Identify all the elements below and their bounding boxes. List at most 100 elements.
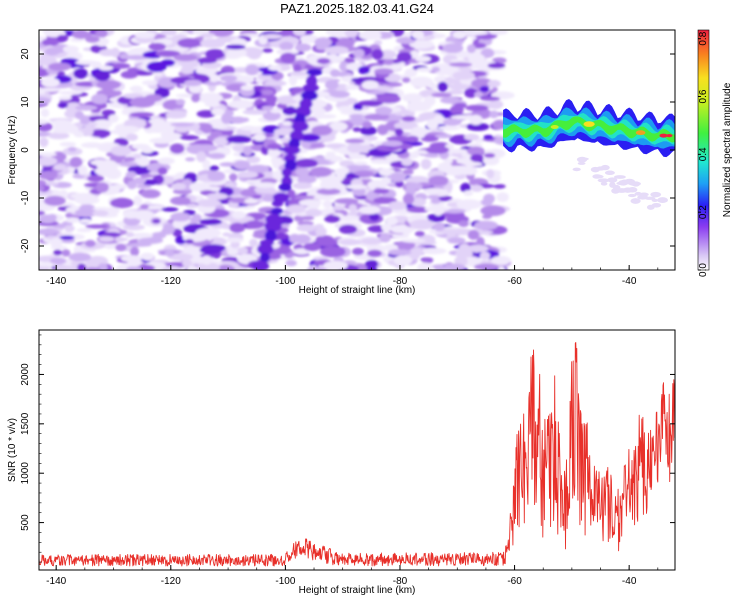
heatmap-cell xyxy=(474,263,499,270)
heatmap-cell xyxy=(358,205,381,215)
heatmap-cell xyxy=(126,133,138,141)
heatmap-cell xyxy=(74,196,100,205)
heatmap-cell xyxy=(409,219,435,230)
heatmap-cell xyxy=(171,182,187,191)
heatmap-cell xyxy=(288,138,301,149)
heatmap-cell xyxy=(299,216,315,221)
heatmap-cell xyxy=(75,105,98,111)
heatmap-cell xyxy=(370,159,389,164)
snr-y-tick-label: 500 xyxy=(20,514,31,531)
heatmap-cell xyxy=(225,237,244,243)
heatmap-cell xyxy=(161,207,179,212)
heatmap-cell xyxy=(286,204,306,214)
heatmap-cell xyxy=(338,224,358,234)
heatmap-cell xyxy=(489,110,499,119)
heatmap-cell xyxy=(330,69,341,78)
heatmap-cell xyxy=(178,61,196,66)
heatmap-cell xyxy=(443,208,466,214)
heatmap-cell xyxy=(144,94,163,102)
heatmap-cell xyxy=(456,199,483,210)
snr-panel: -140 -120 -100 -80 -60 -40 500 1000 1500 2000 He… xyxy=(7,329,676,596)
heatmap-cell xyxy=(179,135,200,141)
heatmap-cell xyxy=(89,129,111,138)
heatmap-cell xyxy=(237,171,259,179)
heatmap-cell xyxy=(262,48,273,53)
heatmap-cell xyxy=(496,192,509,203)
heatmap-cell xyxy=(360,126,377,136)
heatmap-cell xyxy=(415,55,431,63)
heatmap-cell xyxy=(296,224,317,232)
heatmap-cell xyxy=(59,141,77,147)
heatmap-cell xyxy=(189,182,207,192)
heatmap-cell xyxy=(401,158,413,166)
heatmap-cell xyxy=(452,71,475,80)
heatmap-cell xyxy=(417,262,433,270)
heatmap-x-tick-label: -120 xyxy=(161,276,181,287)
heatmap-cell xyxy=(108,114,119,123)
heatmap-cell xyxy=(48,62,72,71)
heatmap-cell xyxy=(487,62,506,69)
heatmap-cell xyxy=(133,210,155,221)
heatmap-cell xyxy=(73,68,88,79)
heatmap-cell xyxy=(483,134,494,140)
heatmap-cell xyxy=(172,219,188,229)
heatmap-cell xyxy=(279,41,294,51)
snr-x-tick-label: -120 xyxy=(161,576,181,587)
heatmap-cell xyxy=(39,152,57,157)
heatmap-cell xyxy=(306,267,328,270)
heatmap-cell xyxy=(324,215,341,223)
heatmap-cell xyxy=(376,94,401,104)
heatmap-cell xyxy=(345,84,360,90)
heatmap-cell xyxy=(462,166,478,176)
heatmap-cell xyxy=(115,236,125,243)
heatmap-cell xyxy=(490,255,512,265)
heatmap-cell xyxy=(440,212,465,218)
heatmap-cell xyxy=(427,194,440,200)
heatmap-cell xyxy=(282,106,297,116)
heatmap-signal-peak xyxy=(666,134,673,138)
heatmap-cell xyxy=(140,204,149,210)
heatmap-cell xyxy=(110,145,132,157)
heatmap-cell xyxy=(381,176,392,185)
heatmap-cell xyxy=(470,184,484,192)
heatmap-cell xyxy=(428,175,449,186)
heatmap-cell xyxy=(267,143,282,150)
heatmap-cell xyxy=(623,187,633,193)
heatmap-cell xyxy=(466,44,476,53)
heatmap-cell xyxy=(280,52,296,64)
heatmap-cell xyxy=(657,197,668,204)
heatmap-cell xyxy=(259,252,271,263)
heatmap-cell xyxy=(423,188,448,195)
heatmap-cell xyxy=(197,262,220,270)
heatmap-cell xyxy=(211,108,225,116)
snr-y-tick-label: 1000 xyxy=(20,462,31,485)
snr-x-tick-label: -100 xyxy=(275,576,295,587)
heatmap-cell xyxy=(240,125,258,131)
heatmap-cell xyxy=(373,40,383,46)
heatmap-cell xyxy=(369,213,380,221)
heatmap-cell xyxy=(221,113,233,124)
heatmap-cell xyxy=(406,206,431,213)
heatmap-cell xyxy=(252,260,270,270)
heatmap-cell xyxy=(81,142,103,149)
heatmap-cell xyxy=(264,80,287,87)
heatmap-cell xyxy=(409,76,434,88)
heatmap-cell xyxy=(289,233,301,244)
heatmap-cell xyxy=(437,81,448,92)
heatmap-cell xyxy=(39,87,62,92)
heatmap-cell xyxy=(39,122,53,132)
heatmap-cell xyxy=(246,164,270,173)
snr-x-label: Height of straight line (km) xyxy=(299,585,416,596)
heatmap-cell xyxy=(188,83,203,94)
heatmap-cell xyxy=(96,41,108,47)
heatmap-cell xyxy=(186,265,198,270)
heatmap-cell xyxy=(391,233,410,239)
heatmap-cell xyxy=(144,237,163,243)
heatmap-cell xyxy=(39,262,57,267)
heatmap-cell xyxy=(313,195,336,200)
heatmap-cell xyxy=(375,106,393,116)
heatmap-signal-track xyxy=(503,99,675,210)
heatmap-cell xyxy=(123,156,136,162)
heatmap-cell xyxy=(293,30,306,37)
heatmap-cell xyxy=(348,204,357,213)
